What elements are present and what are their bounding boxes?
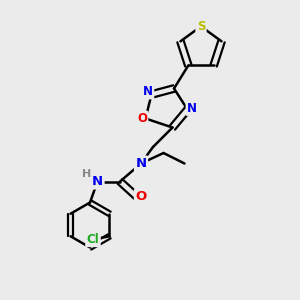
Text: Cl: Cl <box>87 233 99 246</box>
Text: N: N <box>92 175 103 188</box>
Text: S: S <box>197 20 205 33</box>
Text: H: H <box>82 169 91 179</box>
Text: N: N <box>187 101 197 115</box>
Text: N: N <box>135 157 147 170</box>
Text: N: N <box>143 85 153 98</box>
Text: O: O <box>137 112 147 125</box>
Text: O: O <box>135 190 147 203</box>
